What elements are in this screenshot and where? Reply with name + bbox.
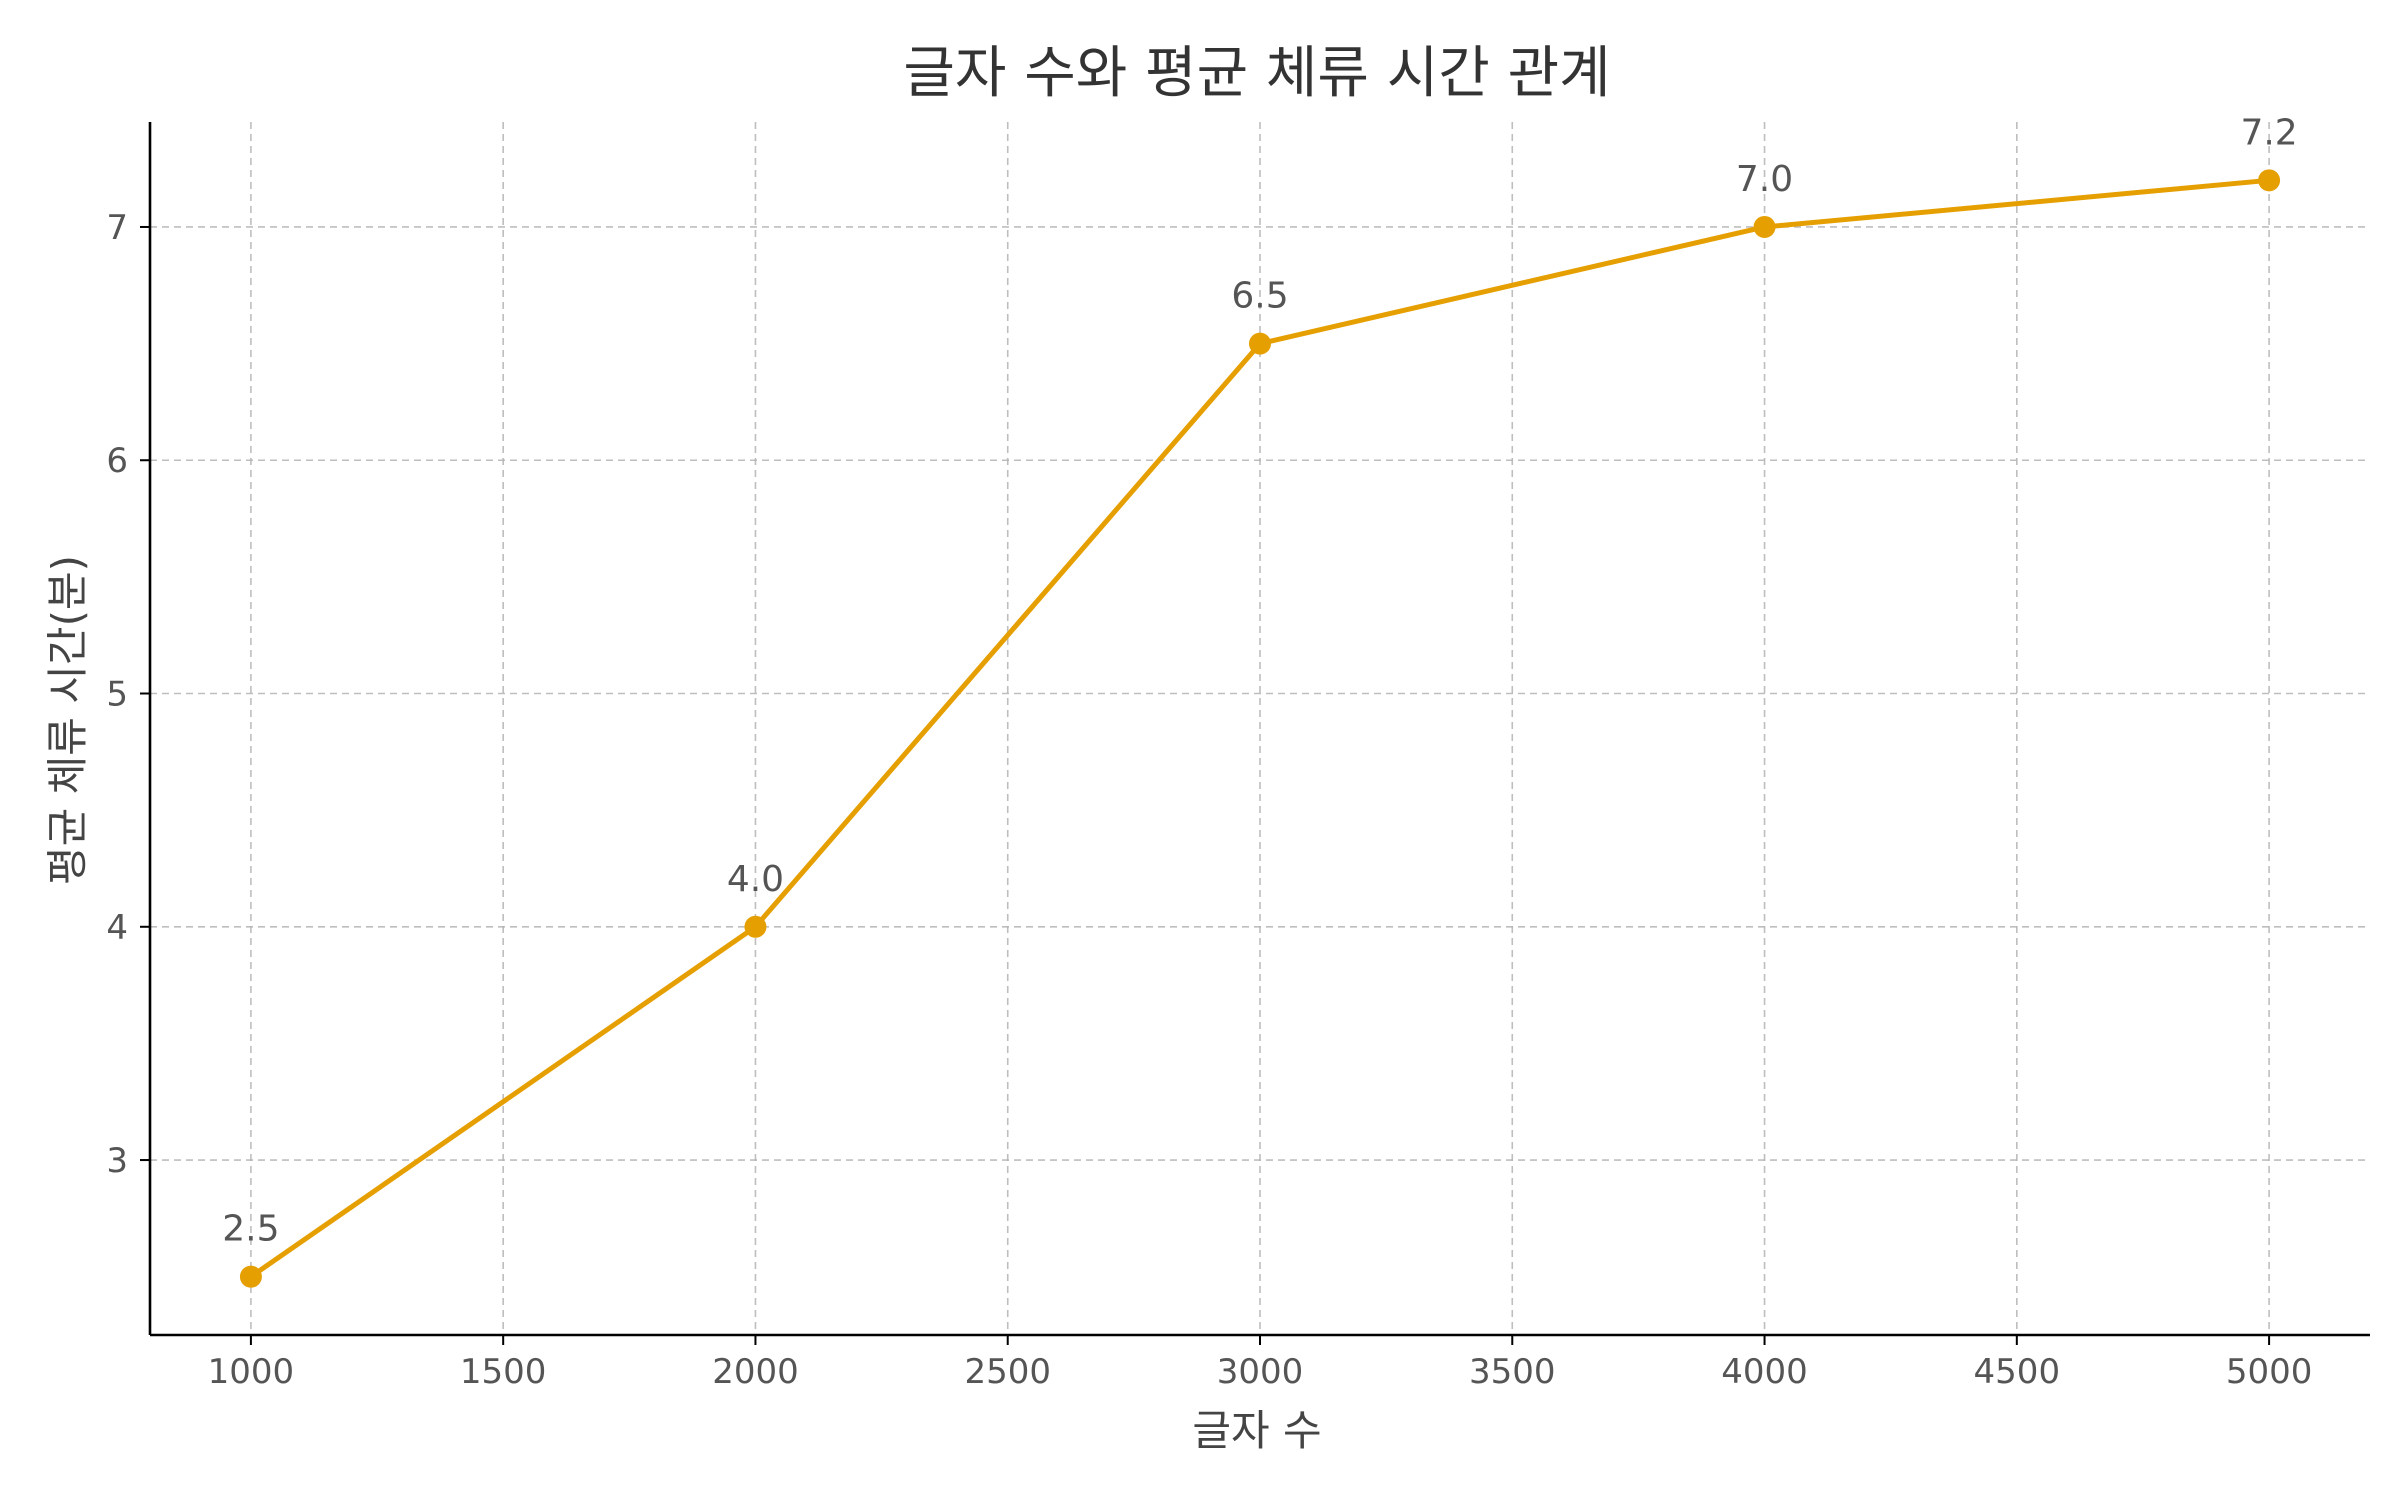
data-label: 6.5	[1231, 276, 1288, 317]
y-tick-label: 6	[106, 441, 128, 481]
data-point	[1753, 215, 1776, 238]
x-tick-label: 3000	[1217, 1352, 1304, 1392]
data-label: 4.0	[727, 859, 784, 900]
chart-title: 글자 수와 평균 체류 시간 관계	[903, 41, 1610, 106]
y-tick-label: 3	[106, 1141, 128, 1181]
y-tick-label: 4	[106, 908, 128, 948]
data-point	[239, 1265, 262, 1288]
grid-layer	[150, 122, 2370, 1335]
x-tick-label: 1000	[208, 1352, 295, 1392]
x-tick-label: 4500	[1974, 1352, 2061, 1392]
data-point	[1249, 332, 1271, 355]
y-tick-label: 5	[106, 675, 128, 715]
series-layer	[239, 169, 2281, 1288]
x-tick-label: 4000	[1721, 1352, 1808, 1392]
x-tick-label: 3500	[1469, 1352, 1556, 1392]
data-point	[744, 915, 767, 938]
y-tick-label: 7	[106, 208, 128, 248]
data-label: 7.0	[1736, 159, 1793, 200]
data-point	[2258, 169, 2281, 192]
data-label: 2.5	[222, 1209, 279, 1250]
x-tick-label: 1500	[460, 1352, 547, 1392]
y-axis-label: 평균 체류 시간(분)	[43, 555, 92, 885]
x-tick-label: 2500	[964, 1352, 1051, 1392]
x-tick-label: 5000	[2226, 1352, 2313, 1392]
labels-layer: 1000 1500 2000 2500 3000 3500 4000 4500 5000 3 4 5 6…	[106, 112, 2312, 1392]
x-tick-label: 2000	[712, 1352, 799, 1392]
x-axis-label: 글자 수	[1192, 1406, 1321, 1455]
data-label: 7.2	[2240, 112, 2297, 153]
axes-layer	[140, 122, 2370, 1345]
